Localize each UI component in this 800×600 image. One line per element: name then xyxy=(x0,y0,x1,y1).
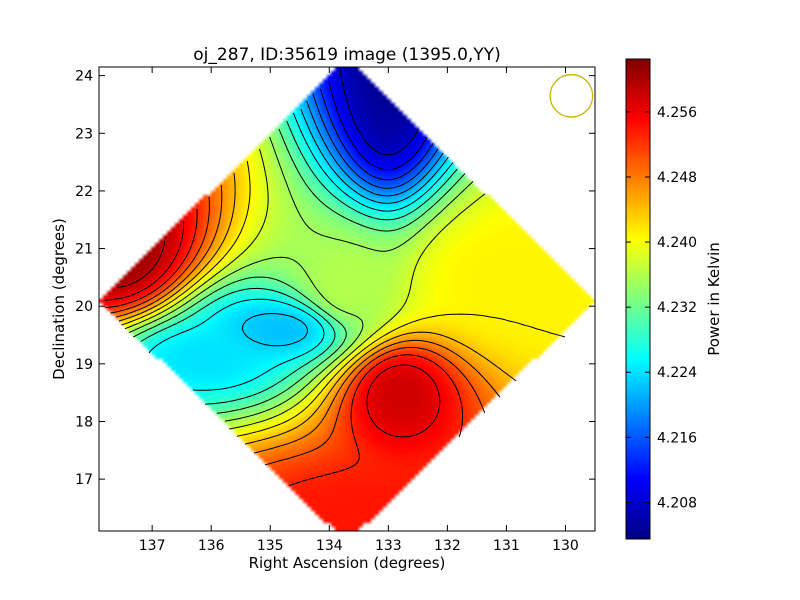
contour-level-3 xyxy=(312,93,439,189)
y-tick-label: 17 xyxy=(75,472,93,488)
colorbar-tick-label: 4.240 xyxy=(657,235,697,251)
x-tick-label: 136 xyxy=(198,538,225,554)
x-tick-label: 131 xyxy=(493,538,520,554)
colorbar-tick-label: 4.224 xyxy=(657,365,697,381)
colorbar-tick-label: 4.232 xyxy=(657,300,697,316)
contour-level-16 xyxy=(104,221,441,438)
x-tick-label: 132 xyxy=(434,538,461,554)
beam-circle xyxy=(549,73,594,118)
x-axis-ticks: 137 136 135 134 133 132 131 130 xyxy=(139,67,579,554)
contour-level-1 xyxy=(328,80,428,171)
contour-level-17 xyxy=(116,236,166,289)
y-tick-label: 18 xyxy=(75,414,93,430)
contour-level-9 xyxy=(128,136,474,422)
colorbar-label: Power in Kelvin xyxy=(705,242,723,356)
contour-level-2 xyxy=(320,88,434,181)
colorbar-frame xyxy=(625,58,651,540)
contour-level-4 xyxy=(306,100,444,197)
contour-level-13 xyxy=(115,184,501,454)
y-tick-label: 20 xyxy=(75,299,93,315)
contour-level-10 xyxy=(124,148,486,430)
x-tick-label: 137 xyxy=(139,538,166,554)
colorbar-tick-label: 4.248 xyxy=(657,170,697,186)
colorbar-tick-label: 4.208 xyxy=(657,495,697,511)
x-tick-label: 135 xyxy=(257,538,284,554)
y-tick-label: 22 xyxy=(75,184,93,200)
contour-level-6 xyxy=(148,112,454,391)
contour-lines xyxy=(104,68,566,487)
colorbar-ticks: 4.208 4.216 4.224 4.232 4.240 4.248 4.256 xyxy=(626,105,697,511)
plot-frame xyxy=(98,66,596,532)
y-axis-label: Declination (degrees) xyxy=(50,218,68,380)
chart-title: oj_287, ID:35619 image (1395.0,YY) xyxy=(193,45,500,65)
contour-level-14 xyxy=(110,196,486,466)
contour-level-15 xyxy=(104,208,464,487)
x-tick-label: 130 xyxy=(552,538,579,554)
contour-level-12 xyxy=(118,172,517,445)
y-tick-label: 21 xyxy=(75,242,93,258)
colorbar-tick-label: 4.256 xyxy=(657,105,697,121)
y-axis-ticks: 17 18 19 20 21 22 23 24 xyxy=(75,69,595,488)
contour-level-7 xyxy=(140,120,458,405)
colorbar-image xyxy=(626,59,650,539)
x-axis-label: Right Ascension (degrees) xyxy=(249,554,446,572)
y-tick-label: 24 xyxy=(75,69,93,85)
x-tick-label: 134 xyxy=(316,538,343,554)
contour-level-0 xyxy=(339,68,419,156)
x-tick-label: 133 xyxy=(375,538,402,554)
contour-level-11 xyxy=(121,160,566,437)
y-tick-label: 23 xyxy=(75,126,93,142)
heatmap-image xyxy=(99,67,595,531)
contour-level-5 xyxy=(241,108,449,347)
colorbar-tick-label: 4.216 xyxy=(657,430,697,446)
y-tick-label: 19 xyxy=(75,357,93,373)
contour-level-8 xyxy=(132,128,466,414)
